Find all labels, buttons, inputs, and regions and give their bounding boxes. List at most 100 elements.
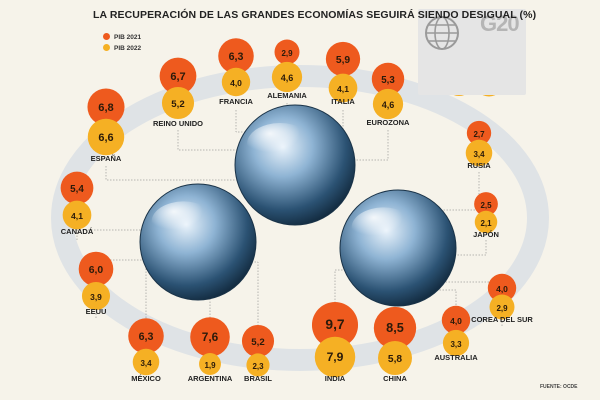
bubble-2021 [441, 305, 471, 335]
bubble-2021-label: 2,9 [281, 49, 293, 58]
country-eurozona: 5,3 4,6 EUROZONA [367, 62, 411, 127]
bubble-2022-label: 4,1 [71, 211, 83, 221]
country-japón: 2,5 2,1 JAPÓN [473, 192, 499, 239]
bubble-2022 [87, 118, 125, 156]
bubble-2021-label: 6,0 [89, 265, 104, 276]
bubble-2022-label: 3,9 [90, 292, 102, 302]
bubble-2022 [221, 67, 251, 97]
bubble-2021 [87, 88, 125, 126]
bubble-2022-label: 3,3 [450, 340, 462, 349]
country-name: ESPAÑA [91, 154, 122, 163]
globe-2 [339, 189, 457, 307]
bubble-2021-label: 6,7 [170, 71, 185, 83]
bubble-2022 [199, 353, 221, 375]
bubble-2021-label: 6,3 [229, 51, 244, 63]
country-name: EEUU [86, 307, 107, 316]
country-name: JAPÓN [473, 230, 499, 239]
country-corea-del-sur: 4,0 2,9 COREA DEL SUR [471, 273, 533, 324]
bubble-2022 [465, 139, 493, 167]
bubble-2021-label: 5,4 [70, 184, 84, 195]
bubble-2022-label: 2,1 [480, 219, 492, 228]
country-name: COREA DEL SUR [471, 315, 533, 324]
bubble-2021 [311, 301, 359, 349]
bubble-2021 [373, 306, 417, 350]
bubbles: 5,74,5MUNDO6,14,8G206,34,0FRANCIA2,94,6A… [60, 38, 533, 383]
bubble-2022 [489, 294, 515, 320]
country-name: FRANCIA [219, 97, 253, 106]
bubble-2021 [60, 171, 94, 205]
legend-label: PIB 2022 [114, 45, 142, 52]
globe-0 [234, 104, 356, 226]
country-españa: 6,8 6,6 ESPAÑA [87, 88, 125, 163]
bubble-2021 [371, 62, 405, 96]
bubble-2021-label: 8,5 [386, 321, 404, 335]
country-name: MÉXICO [131, 374, 161, 383]
globes [139, 104, 457, 307]
leader-line [105, 166, 240, 181]
bubble-2021 [159, 57, 197, 95]
country-name: CANADÁ [61, 227, 94, 236]
bubble-2021 [274, 39, 300, 65]
leader-line [420, 240, 487, 256]
bubble-2022-label: 5,8 [388, 354, 402, 365]
bubble-2022-label: 4,1 [337, 84, 349, 94]
bubble-2022-label: 2,3 [252, 362, 264, 371]
country-name: BRASIL [244, 374, 272, 383]
bubble-2021 [78, 251, 114, 287]
bubble-2022-label: 4,0 [230, 78, 242, 88]
country-italia: 5,9 4,1 ITALIA [325, 41, 361, 106]
country-name: EUROZONA [367, 118, 411, 127]
bubble-2022-label: 2,9 [496, 304, 508, 313]
country-name: AUSTRALIA [434, 353, 478, 362]
country-australia: 4,0 3,3 AUSTRALIA [434, 305, 478, 362]
bubble-2022-label: 3,4 [140, 359, 152, 368]
bubble-2021-label: 4,0 [496, 284, 508, 294]
bubble-2022-label: 4,6 [382, 100, 395, 110]
bubble-2022 [378, 341, 412, 375]
bubble-2022 [474, 210, 498, 234]
country-alemania: 2,9 4,6 ALEMANIA [267, 39, 307, 100]
country-name: RUSIA [467, 161, 491, 170]
legend-item-2021: PIB 2021 [103, 33, 141, 41]
bubble-2021-label: 5,9 [336, 55, 351, 66]
country-brasil: 5,2 2,3 BRASIL [241, 324, 275, 383]
leader-line [420, 172, 480, 211]
bubble-2022-label: 7,9 [327, 350, 344, 364]
bubble-2021-label: 6,3 [139, 331, 154, 343]
bubble-2021 [128, 318, 164, 354]
bubble-2022-label: 6,6 [98, 132, 113, 144]
bubble-2021 [487, 273, 517, 303]
bubble-2021 [466, 120, 492, 146]
leader-line [334, 269, 370, 315]
legend-item-2022: PIB 2022 [103, 44, 141, 52]
globe-1 [139, 183, 257, 301]
legend-swatch [103, 44, 110, 51]
bubble-2021 [218, 38, 254, 74]
globe-highlight [351, 207, 416, 248]
bubble-2021 [190, 317, 230, 357]
bubble-2021 [474, 192, 498, 216]
leader-line [76, 229, 150, 240]
leader-line [430, 289, 457, 314]
country-name: INDIA [325, 374, 346, 383]
country-name: CHINA [383, 374, 407, 383]
bubble-2022 [442, 329, 470, 357]
country-reino-unido: 6,7 5,2 REINO UNIDO [153, 57, 203, 128]
source-note: FUENTE: OCDE [540, 384, 578, 390]
bubble-2021-label: 6,8 [98, 102, 113, 114]
globe-highlight [151, 201, 216, 242]
bubble-2021-label: 7,6 [202, 330, 219, 344]
bubble-2022 [81, 281, 111, 311]
country-name: ARGENTINA [188, 374, 233, 383]
bubble-2021-label: 5,2 [251, 337, 264, 348]
bubble-2022 [62, 200, 92, 230]
bubble-2022 [271, 61, 303, 93]
bubble-2021 [241, 324, 275, 358]
bubble-2021-label: 2,7 [473, 130, 485, 139]
g20-panel: G20 [418, 9, 526, 95]
bubble-2021-label: 4,0 [450, 316, 462, 326]
g20-logo: G20 [480, 11, 520, 36]
bubble-2022 [161, 86, 195, 120]
